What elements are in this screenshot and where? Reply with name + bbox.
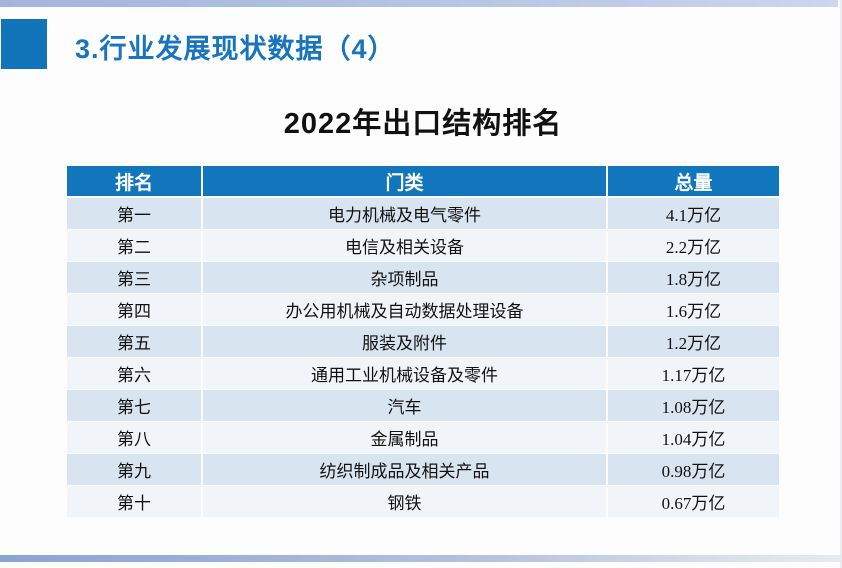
column-header-category: 门类 <box>203 166 608 198</box>
bottom-decoration-bar <box>0 555 842 562</box>
table-row: 第八 金属制品 1.04万亿 <box>67 422 779 454</box>
category-cell: 电力机械及电气零件 <box>203 198 608 230</box>
table-row: 第五 服装及附件 1.2万亿 <box>67 326 779 358</box>
rank-cell: 第七 <box>67 390 203 422</box>
table-row: 第九 纺织制成品及相关产品 0.98万亿 <box>67 454 779 486</box>
table-row: 第一 电力机械及电气零件 4.1万亿 <box>67 198 779 230</box>
category-cell: 电信及相关设备 <box>203 230 608 262</box>
table-row: 第六 通用工业机械设备及零件 1.17万亿 <box>67 358 779 390</box>
total-cell: 1.04万亿 <box>608 422 779 454</box>
total-cell: 1.08万亿 <box>608 390 779 422</box>
total-cell: 1.8万亿 <box>608 262 779 294</box>
rank-cell: 第五 <box>67 326 203 358</box>
total-cell: 1.6万亿 <box>608 294 779 326</box>
rank-cell: 第八 <box>67 422 203 454</box>
rank-cell: 第九 <box>67 454 203 486</box>
total-cell: 0.67万亿 <box>608 486 779 518</box>
table-row: 第七 汽车 1.08万亿 <box>67 390 779 422</box>
export-ranking-table: 排名 门类 总量 第一 电力机械及电气零件 4.1万亿 第二 电信及相关设备 2… <box>67 166 779 518</box>
total-cell: 2.2万亿 <box>608 230 779 262</box>
category-cell: 金属制品 <box>203 422 608 454</box>
table-title: 2022年出口结构排名 <box>283 108 563 140</box>
total-cell: 1.2万亿 <box>608 326 779 358</box>
rank-cell: 第十 <box>67 486 203 518</box>
page-title: 3.行业发展现状数据（4） <box>75 34 396 64</box>
category-cell: 通用工业机械设备及零件 <box>203 358 608 390</box>
table-row: 第四 办公用机械及自动数据处理设备 1.6万亿 <box>67 294 779 326</box>
total-cell: 4.1万亿 <box>608 198 779 230</box>
rank-cell: 第四 <box>67 294 203 326</box>
top-decoration-bar <box>0 0 838 7</box>
title-accent-square <box>1 19 47 69</box>
column-header-total: 总量 <box>608 166 779 198</box>
category-cell: 办公用机械及自动数据处理设备 <box>203 294 608 326</box>
category-cell: 纺织制成品及相关产品 <box>203 454 608 486</box>
category-cell: 服装及附件 <box>203 326 608 358</box>
category-cell: 汽车 <box>203 390 608 422</box>
table-row: 第十 钢铁 0.67万亿 <box>67 486 779 518</box>
category-cell: 钢铁 <box>203 486 608 518</box>
table-row: 第三 杂项制品 1.8万亿 <box>67 262 779 294</box>
rank-cell: 第一 <box>67 198 203 230</box>
table-header-row: 排名 门类 总量 <box>67 166 779 198</box>
rank-cell: 第六 <box>67 358 203 390</box>
total-cell: 1.17万亿 <box>608 358 779 390</box>
rank-cell: 第二 <box>67 230 203 262</box>
column-header-rank: 排名 <box>67 166 203 198</box>
category-cell: 杂项制品 <box>203 262 608 294</box>
table-row: 第二 电信及相关设备 2.2万亿 <box>67 230 779 262</box>
total-cell: 0.98万亿 <box>608 454 779 486</box>
rank-cell: 第三 <box>67 262 203 294</box>
